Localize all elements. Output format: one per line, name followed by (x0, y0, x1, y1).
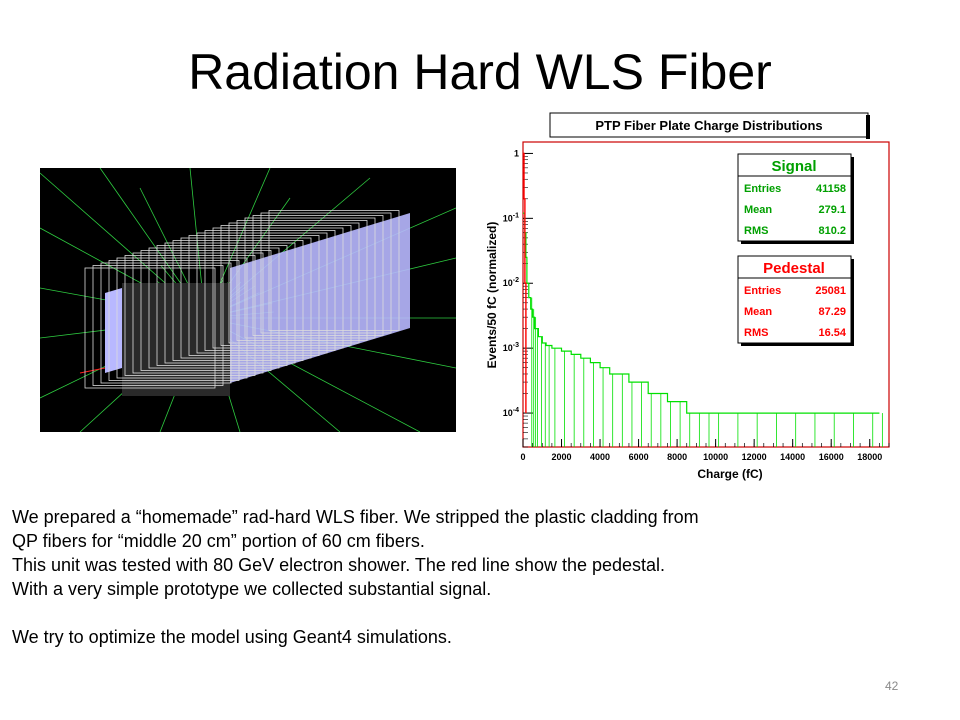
signal-box-title: Signal (771, 158, 816, 175)
plate-outline (244, 217, 376, 339)
plate-outline (180, 237, 312, 359)
plate-outline (116, 257, 248, 379)
body-line: With a very simple prototype we collecte… (12, 579, 492, 599)
plate-outline (236, 220, 368, 341)
y-axis-label: Events/50 fC (normalized) (485, 222, 499, 369)
closing-line: We try to optimize the model using Geant… (12, 627, 452, 647)
plate-outline (92, 265, 224, 386)
plate-outline (260, 212, 392, 334)
plate-outline (148, 247, 280, 369)
plate-outline (108, 260, 240, 381)
pedestal-mean-label: Mean (744, 306, 772, 318)
y-tick-label: 10-4 (503, 407, 519, 418)
y-tick-label: 1 (514, 148, 519, 158)
plate-outline (268, 210, 400, 331)
x-tick-label: 6000 (629, 452, 649, 462)
plate-outline (196, 232, 328, 354)
plate-outline (100, 262, 232, 384)
x-tick-label: 2000 (552, 452, 572, 462)
plate-outline (140, 250, 272, 371)
signal-stat-box: Signal Entries 41158 Mean 279.1 RMS 810.… (737, 153, 854, 244)
pedestal-rms-label: RMS (744, 327, 768, 339)
signal-rms-value: 810.2 (818, 225, 846, 237)
pedestal-rms-value: 16.54 (818, 327, 846, 339)
slide-title: Radiation Hard WLS Fiber (188, 44, 772, 100)
signal-rms-label: RMS (744, 225, 768, 237)
y-tick-label: 10-3 (503, 342, 519, 353)
pedestal-entries-label: Entries (744, 285, 781, 297)
chart-title: PTP Fiber Plate Charge Distributions (595, 118, 822, 133)
y-tick-label: 10-2 (503, 277, 519, 288)
signal-entries-label: Entries (744, 183, 781, 195)
y-tick-label: 10-1 (503, 212, 519, 223)
plate-outline (124, 255, 256, 376)
body-text: We prepared a “homemade” rad-hard WLS fi… (12, 505, 912, 649)
plate-outline (220, 225, 352, 346)
plate-outline (84, 267, 216, 389)
absorber-block (122, 283, 230, 396)
signal-mean-label: Mean (744, 204, 772, 216)
x-tick-label: 12000 (742, 452, 767, 462)
plate-outline (228, 222, 360, 344)
x-tick-label: 8000 (667, 452, 687, 462)
plate-outline (212, 227, 344, 349)
pedestal-stat-box: Pedestal Entries 25081 Mean 87.29 RMS 16… (737, 255, 854, 346)
pedestal-mean-value: 87.29 (818, 306, 846, 318)
x-tick-label: 0 (520, 452, 525, 462)
wls-plate-side (105, 288, 122, 373)
x-tick-label: 16000 (819, 452, 844, 462)
body-line: We prepared a “homemade” rad-hard WLS fi… (12, 507, 699, 527)
signal-mean-value: 279.1 (818, 204, 846, 216)
plate-outline (172, 240, 304, 361)
page-number: 42 (885, 679, 899, 693)
x-tick-label: 14000 (780, 452, 805, 462)
plate-outline (164, 242, 296, 364)
geant4-simulation-image (40, 168, 456, 432)
plate-outline (156, 245, 288, 366)
x-tick-label: 18000 (857, 452, 882, 462)
plate-outline (204, 230, 336, 351)
pedestal-series-line (523, 152, 527, 414)
body-line: This unit was tested with 80 GeV electro… (12, 555, 666, 575)
plate-outline (188, 235, 320, 356)
plate-outline (132, 252, 264, 374)
plate-outline (252, 215, 384, 336)
signal-entries-value: 41158 (816, 183, 846, 195)
charge-distribution-chart: PTP Fiber Plate Charge Distributions 0 20… (480, 110, 900, 485)
x-tick-label: 10000 (703, 452, 728, 462)
x-axis-label: Charge (fC) (697, 467, 762, 481)
pedestal-entries-value: 25081 (815, 285, 846, 297)
x-tick-label: 4000 (590, 452, 610, 462)
pedestal-box-title: Pedestal (763, 260, 825, 277)
body-line: QP fibers for “middle 20 cm” portion of … (12, 531, 425, 551)
